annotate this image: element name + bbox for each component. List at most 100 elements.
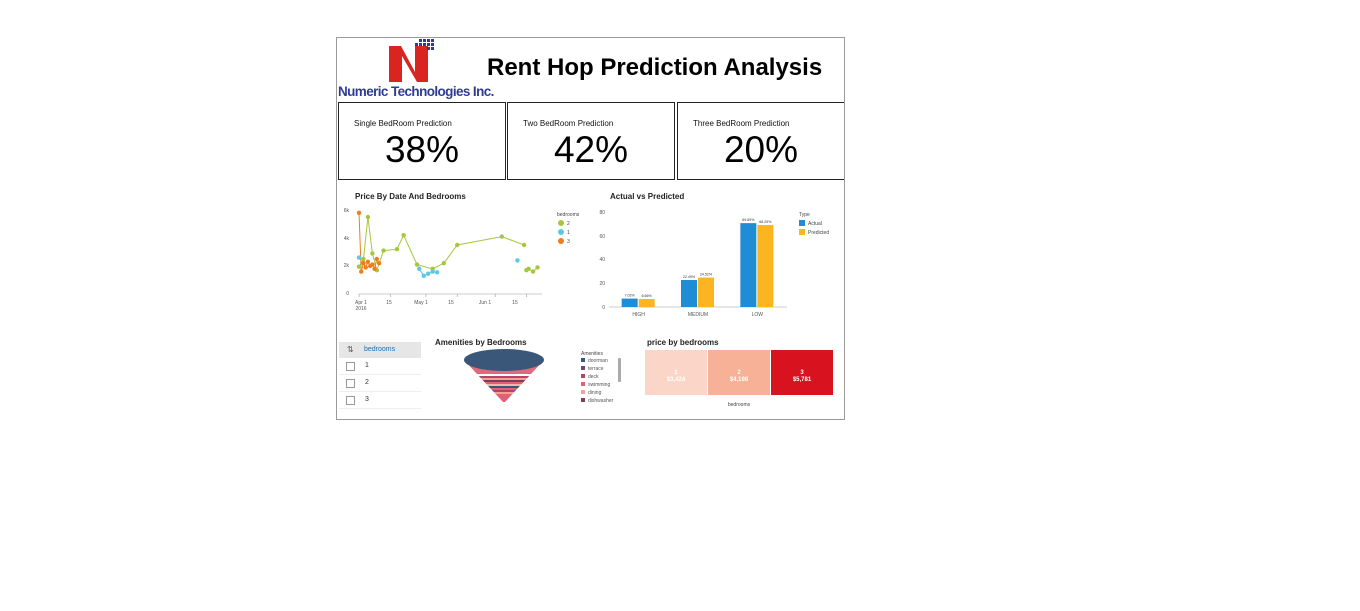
data-point <box>363 265 368 270</box>
legend-label: 2 <box>567 221 570 227</box>
data-point <box>521 242 527 248</box>
filter-option-label: 2 <box>365 379 369 386</box>
kpi-label: Single BedRoom Prediction <box>354 119 452 128</box>
amenities-legend: Amenities doorman terrace deck swimming … <box>580 349 625 407</box>
bar-value-label: 68.29% <box>759 220 772 224</box>
legend-swatch <box>581 358 585 362</box>
bar-value-label: 22.49% <box>683 275 696 279</box>
company-logo: Numeric Technologies Inc. <box>337 38 494 102</box>
legend-swatch <box>558 238 564 244</box>
bar <box>757 225 774 307</box>
data-point <box>370 262 375 267</box>
legend-label: terrace <box>588 366 604 372</box>
treemap-cell <box>771 350 833 395</box>
x-tick-label: MEDIUM <box>688 312 708 318</box>
y-tick-label: 60 <box>599 234 605 240</box>
legend-label: swimming <box>588 382 610 388</box>
actual-vs-predicted-chart[interactable]: HIGH MEDIUM LOW 7.02% 6.66% 22.49% 24.52% 69.8… <box>587 200 842 322</box>
bar-value-label: 7.02% <box>625 294 636 298</box>
data-point <box>417 266 422 271</box>
data-point <box>361 261 366 266</box>
legend-swatch <box>581 382 585 386</box>
y-tick-label: 80 <box>599 210 605 216</box>
y-tick-label: 6k <box>344 208 350 214</box>
treemap-cell-label: 2 <box>737 370 741 376</box>
legend-swatch <box>558 220 564 226</box>
filter-header[interactable]: ⇅ bedrooms <box>339 342 421 358</box>
data-point <box>414 262 420 267</box>
data-point <box>356 264 362 269</box>
data-point <box>359 269 364 274</box>
bedrooms-filter[interactable]: ⇅ bedrooms 1 2 3 <box>339 342 421 416</box>
data-point <box>361 256 366 262</box>
legend-label: Predicted <box>808 230 829 236</box>
series-line <box>358 212 380 272</box>
sort-icon[interactable]: ⇅ <box>347 345 354 354</box>
treemap-cell-label: 3 <box>800 370 804 376</box>
bar-value-label: 6.66% <box>642 294 653 298</box>
bar-value-label: 24.52% <box>700 273 713 277</box>
legend-label: dishwasher <box>588 398 614 404</box>
legend-swatch <box>581 366 585 370</box>
dashboard: Numeric Technologies Inc. Rent Hop Predi… <box>336 37 845 420</box>
data-point <box>421 273 426 278</box>
bar-chart-title: Actual vs Predicted <box>610 192 685 201</box>
checkbox[interactable] <box>346 396 355 405</box>
price-chart-title: Price By Date And Bedrooms <box>355 192 466 201</box>
legend-title: bedrooms <box>557 212 580 218</box>
legend-title: Type <box>799 212 810 218</box>
filter-option[interactable]: 1 <box>339 358 421 375</box>
x-tick-label: HIGH <box>632 312 645 318</box>
kpi-label: Two BedRoom Prediction <box>523 119 614 128</box>
legend-label: deck <box>588 374 599 380</box>
bar <box>621 298 638 307</box>
data-point <box>374 256 380 262</box>
treemap-cell-value: $5,781 <box>793 377 812 383</box>
data-point <box>356 255 362 260</box>
treemap-title: price by bedrooms <box>647 338 719 347</box>
data-point <box>434 270 440 275</box>
treemap-cell-value: $3,424 <box>667 377 686 383</box>
filter-option[interactable]: 2 <box>339 375 421 392</box>
logo-text: Numeric Technologies Inc. <box>338 84 494 99</box>
checkbox[interactable] <box>346 379 355 388</box>
legend-scrollbar <box>618 358 621 382</box>
data-point <box>441 261 447 266</box>
bar <box>681 280 697 307</box>
kpi-value: 42% <box>553 129 629 170</box>
x-tick-label: Jun 1 <box>479 300 491 306</box>
logo-mark <box>389 39 434 82</box>
y-tick-label: 0 <box>346 291 349 297</box>
data-point <box>454 242 460 248</box>
data-point <box>535 265 540 270</box>
data-point <box>425 271 431 276</box>
checkbox[interactable] <box>346 362 355 371</box>
treemap-cell <box>708 350 770 395</box>
data-point <box>394 247 400 252</box>
data-point <box>365 214 371 220</box>
kpi-label: Three BedRoom Prediction <box>693 119 790 128</box>
data-point <box>370 251 375 256</box>
price-by-date-chart[interactable]: 6k 4k 2k 0 Apr 1 15 May 1 15 Jun 1 15 20… <box>337 200 587 320</box>
x-tick-label: 15 <box>386 300 392 306</box>
legend-label: 3 <box>567 239 570 245</box>
bar <box>638 299 655 307</box>
legend-label: doorman <box>588 358 608 364</box>
price-by-bedrooms-treemap[interactable]: 1$3,424 2$4,198 3$5,781 bedrooms <box>645 350 835 408</box>
amenities-funnel-chart[interactable] <box>462 348 547 403</box>
y-tick-label: 2k <box>344 263 350 269</box>
kpi-value: 38% <box>384 129 460 170</box>
filter-header-label: bedrooms <box>364 346 396 353</box>
filter-option-label: 3 <box>365 396 369 403</box>
kpi-single-bedroom: Single BedRoom Prediction 38% <box>338 102 506 180</box>
treemap-cell <box>645 350 707 395</box>
legend-label: Actual <box>808 221 822 227</box>
data-point <box>365 259 371 264</box>
legend-swatch <box>799 229 805 235</box>
filter-option[interactable]: 3 <box>339 392 421 409</box>
series-line <box>358 216 525 272</box>
y-tick-label: 0 <box>602 305 605 311</box>
data-point <box>499 234 505 239</box>
data-point <box>430 269 435 274</box>
legend-swatch <box>581 398 585 402</box>
